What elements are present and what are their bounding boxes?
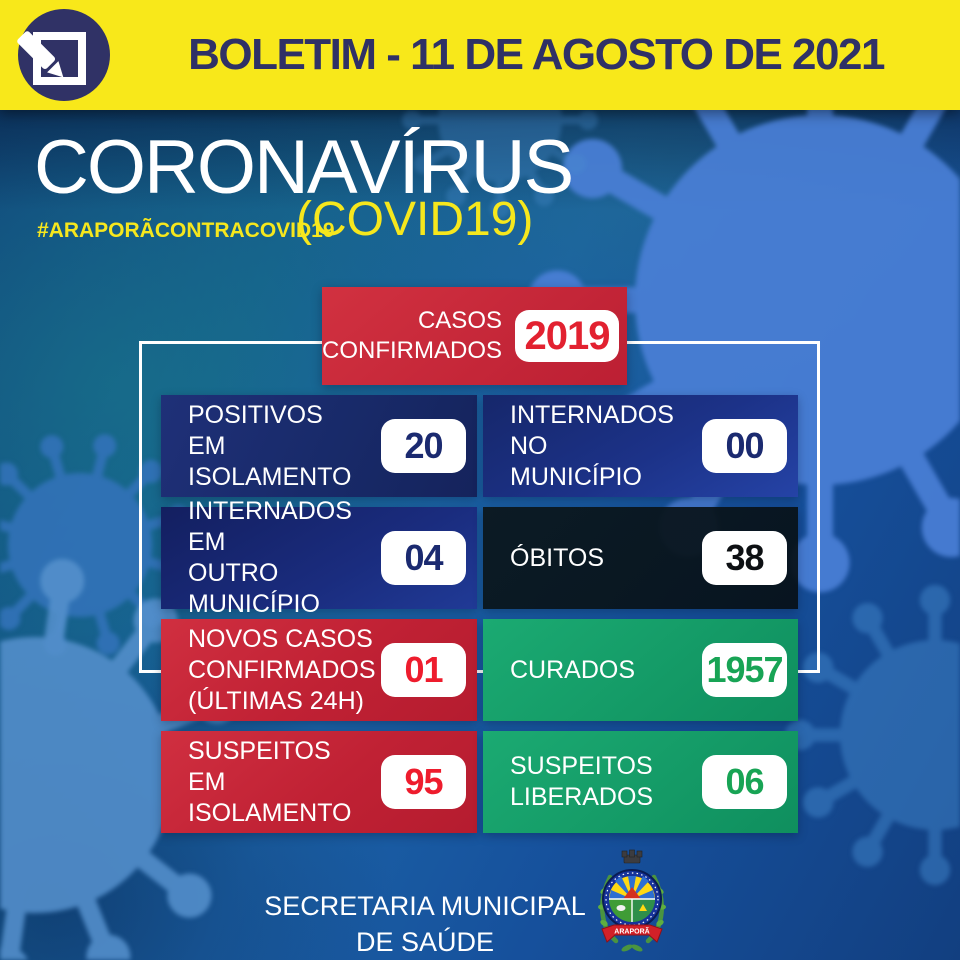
stat-label: SUSPEITOS LIBERADOS <box>510 752 654 811</box>
stat-card-internados-outro-municipio: INTERNADOS EM OUTRO MUNICÍPIO 04 <box>161 497 477 618</box>
confirmed-cases-value: 2019 <box>515 310 619 362</box>
stat-card-suspeitos-isolamento: SUSPEITOS EM ISOLAMENTO 95 <box>161 731 477 833</box>
stat-label: CURADOS <box>510 655 636 684</box>
stat-label: NOVOS CASOS CONFIRMADOS (ÚLTIMAS 24H) <box>188 624 376 715</box>
stat-value: 01 <box>381 643 466 697</box>
stat-card-novos-casos-24h: NOVOS CASOS CONFIRMADOS (ÚLTIMAS 24H) 01 <box>161 619 477 721</box>
arapora-coat-of-arms: ARAPORÃ <box>598 849 666 952</box>
crest-ribbon-text: ARAPORÃ <box>614 927 649 936</box>
stats-grid: POSITIVOS EM ISOLAMENTO 20 INTERNADOS NO… <box>161 395 798 833</box>
stat-value: 00 <box>702 419 787 473</box>
stat-value: 1957 <box>702 643 787 697</box>
stat-card-positivos-isolamento: POSITIVOS EM ISOLAMENTO 20 <box>161 395 477 497</box>
stat-card-suspeitos-liberados: SUSPEITOS LIBERADOS 06 <box>483 731 798 833</box>
confirmed-cases-card: CASOS CONFIRMADOS 2019 <box>322 287 627 385</box>
banner: BOLETIM - 11 DE AGOSTO DE 2021 <box>0 0 960 110</box>
stat-label: SUSPEITOS EM ISOLAMENTO <box>188 736 352 827</box>
campaign-hashtag: #ARAPORÃCONTRACOVID19 <box>37 219 335 242</box>
stat-label: ÓBITOS <box>510 543 605 572</box>
stat-value: 06 <box>702 755 787 809</box>
footer-organization: SECRETARIA MUNICIPAL DE SAÚDE <box>264 891 586 958</box>
stat-value: 20 <box>381 419 466 473</box>
stat-value: 38 <box>702 531 787 585</box>
stat-label: POSITIVOS EM ISOLAMENTO <box>188 400 352 491</box>
stat-label: INTERNADOS NO MUNICÍPIO <box>510 400 674 491</box>
stat-card-obitos: ÓBITOS 38 <box>483 507 798 609</box>
stat-value: 04 <box>381 531 466 585</box>
page-subtitle: (COVID19) <box>296 193 534 246</box>
stat-card-curados: CURADOS 1957 <box>483 619 798 721</box>
stat-label: INTERNADOS EM OUTRO MUNICÍPIO <box>188 497 352 618</box>
banner-title: BOLETIM - 11 DE AGOSTO DE 2021 <box>188 30 885 79</box>
edit-pencil-icon <box>17 9 110 101</box>
page-title: CORONAVÍRUS <box>34 125 574 210</box>
stat-value: 95 <box>381 755 466 809</box>
stat-card-internados-municipio: INTERNADOS NO MUNICÍPIO 00 <box>483 395 798 497</box>
confirmed-cases-label: CASOS CONFIRMADOS <box>322 306 502 364</box>
